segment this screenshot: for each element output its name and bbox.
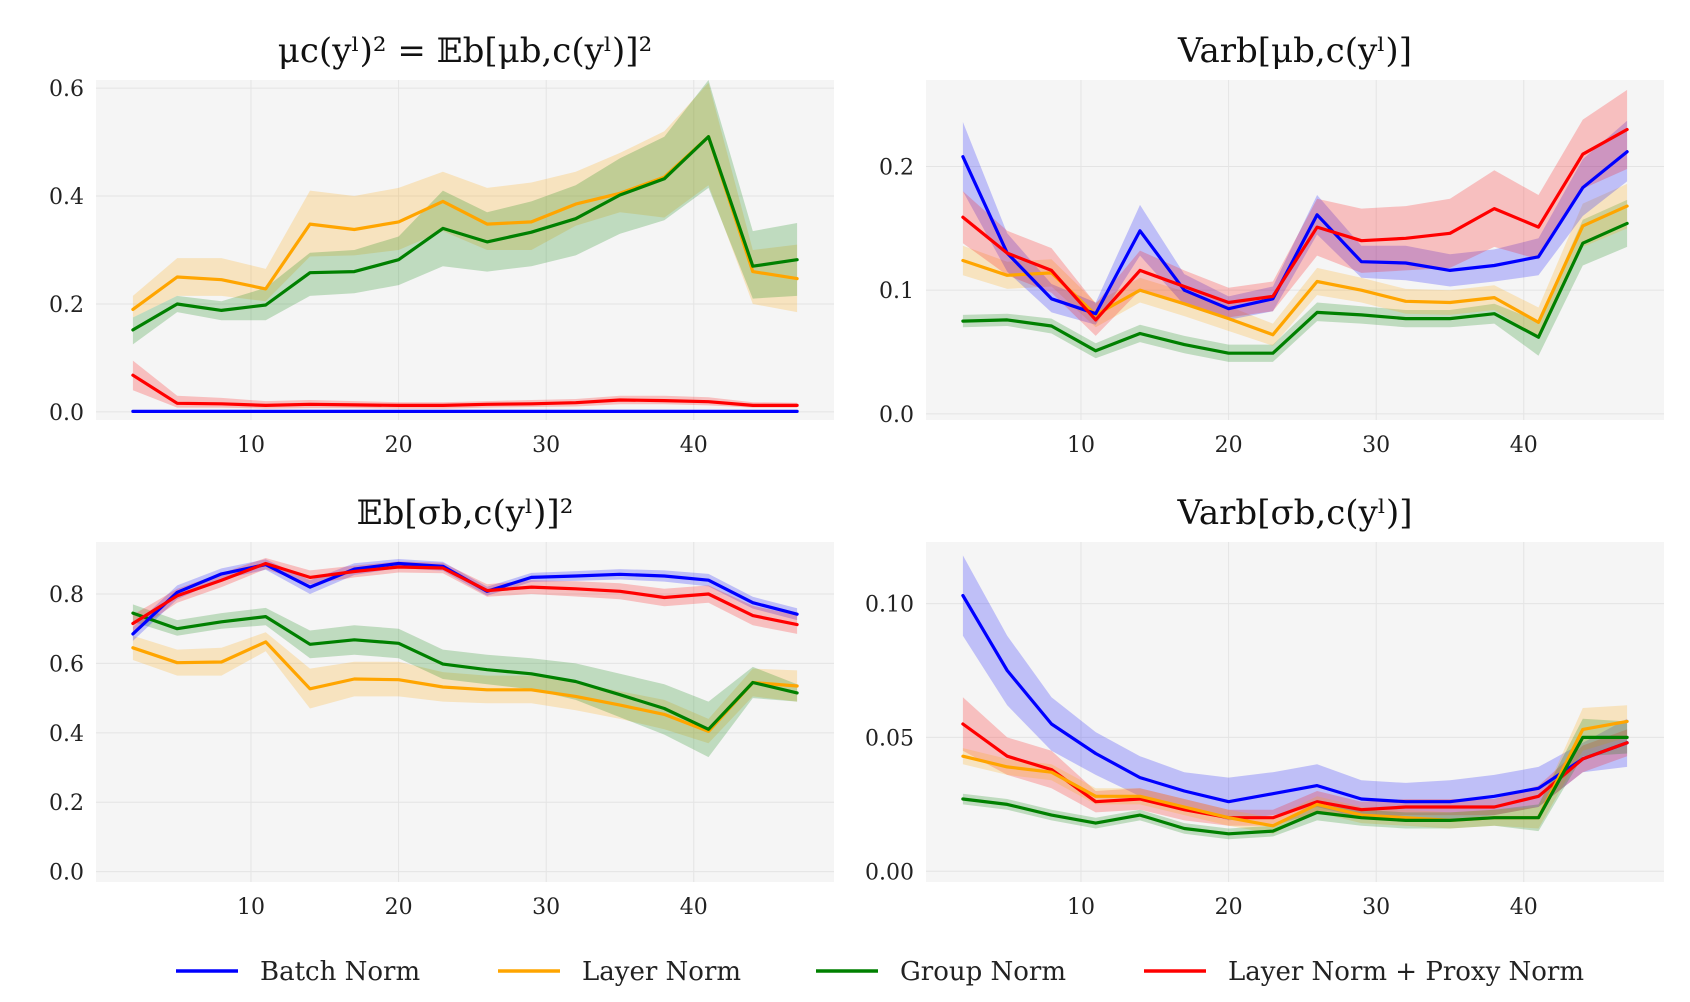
series-line-proxy-norm [131, 373, 799, 407]
y-tick-label: 0.0 [49, 861, 84, 886]
legend-item-batch-norm: Batch Norm [176, 957, 420, 987]
x-tick-label: 20 [385, 433, 413, 458]
y-ticks-4: 0.00 0.05 0.10 [865, 593, 914, 886]
confidence-band-batch-norm [962, 555, 1628, 821]
x-tick-label: 20 [385, 895, 413, 920]
confidence-band-layer-norm [132, 82, 798, 318]
legend-label-proxy-norm: Layer Norm + Proxy Norm [1228, 957, 1584, 987]
lines-1 [131, 135, 799, 413]
confidence-band-batch-norm [962, 120, 1628, 325]
confidence-band-proxy-norm [132, 558, 798, 634]
lines-4 [961, 593, 1629, 836]
x-tick-label: 30 [532, 895, 560, 920]
x-tick-label: 40 [1510, 433, 1538, 458]
x-tick-label: 10 [1067, 433, 1095, 458]
legend-label-batch-norm: Batch Norm [260, 957, 420, 987]
chart-title-4: Varb[σb,c(yˡ)] [1176, 493, 1412, 533]
chart-title-3: 𝔼b[σb,c(yˡ)]² [357, 493, 574, 533]
y-tick-label: 0.6 [49, 77, 84, 102]
series-line-proxy-norm [961, 127, 1629, 322]
x-tick-label: 40 [680, 433, 708, 458]
series-line-group-norm [961, 735, 1629, 836]
series-line-layer-norm [131, 640, 799, 734]
confidence-band-layer-norm [962, 705, 1628, 834]
series-line-proxy-norm [131, 561, 799, 627]
x-tick-label: 30 [1362, 895, 1390, 920]
y-tick-label: 0.0 [879, 403, 914, 428]
y-tick-label: 0.2 [49, 293, 84, 318]
y-ticks-3: 0.0 0.2 0.4 0.6 0.8 [49, 583, 84, 886]
x-ticks-1: 10 20 30 40 [237, 433, 708, 458]
plot-area-4 [926, 542, 1664, 882]
confidence-band-layer-norm [962, 183, 1628, 346]
legend-label-group-norm: Group Norm [900, 957, 1066, 987]
series-line-batch-norm [961, 593, 1629, 804]
grid-2 [926, 80, 1664, 420]
confidence-band-proxy-norm [962, 697, 1628, 826]
legend-item-proxy-norm: Layer Norm + Proxy Norm [1144, 957, 1584, 987]
y-tick-label: 0.2 [49, 791, 84, 816]
x-ticks-4: 10 20 30 40 [1067, 895, 1538, 920]
series-line-group-norm [961, 221, 1629, 355]
x-tick-label: 10 [1067, 895, 1095, 920]
confidence-band-group-norm [132, 604, 798, 758]
legend: Batch Norm Layer Norm Group Norm Layer N… [176, 957, 1584, 987]
lines-2 [961, 127, 1629, 355]
y-ticks-1: 0.0 0.2 0.4 0.6 [49, 77, 84, 426]
y-ticks-2: 0.0 0.1 0.2 [879, 156, 914, 428]
grid-4 [926, 542, 1664, 882]
series-line-batch-norm [961, 150, 1629, 316]
x-ticks-2: 10 20 30 40 [1067, 433, 1538, 458]
y-tick-label: 0.0 [49, 401, 84, 426]
plot-area-1 [96, 80, 834, 420]
confidence-band-proxy-norm [962, 89, 1628, 336]
legend-item-group-norm: Group Norm [816, 957, 1066, 987]
y-tick-label: 0.1 [879, 279, 914, 304]
confidence-band-proxy-norm [132, 360, 798, 409]
y-tick-label: 0.10 [865, 593, 914, 618]
y-tick-label: 0.05 [865, 726, 914, 751]
y-tick-label: 0.8 [49, 583, 84, 608]
y-tick-label: 0.6 [49, 652, 84, 677]
x-tick-label: 30 [1362, 433, 1390, 458]
x-tick-label: 40 [680, 895, 708, 920]
chart-panel-1: 0.0 0.2 0.4 0.6 10 20 30 40 μc(yˡ)² = 𝔼b[μb,c(… [49, 31, 834, 458]
x-ticks-3: 10 20 30 40 [237, 895, 708, 920]
x-tick-label: 20 [1215, 433, 1243, 458]
x-tick-label: 20 [1215, 895, 1243, 920]
series-line-group-norm [131, 611, 799, 731]
chart-panel-4: 0.00 0.05 0.10 10 20 30 40 Varb[σb,c(yˡ)] [865, 493, 1664, 920]
series-line-group-norm [131, 135, 799, 332]
bands-2 [962, 89, 1628, 362]
y-tick-label: 0.4 [49, 722, 84, 747]
y-tick-label: 0.2 [879, 156, 914, 181]
chart-title-2: Varb[μb,c(yˡ)] [1177, 31, 1412, 71]
grid-1 [96, 80, 834, 420]
chart-panel-2: 0.0 0.1 0.2 10 20 30 40 Varb[μb,c(yˡ)] [879, 31, 1664, 458]
x-tick-label: 30 [532, 433, 560, 458]
y-tick-label: 0.00 [865, 860, 914, 885]
chart-title-1: μc(yˡ)² = 𝔼b[μb,c(yˡ)]² [278, 31, 652, 71]
confidence-band-group-norm [962, 199, 1628, 362]
legend-item-layer-norm: Layer Norm [498, 957, 741, 987]
legend-label-layer-norm: Layer Norm [582, 957, 741, 987]
x-tick-label: 10 [237, 895, 265, 920]
y-tick-label: 0.4 [49, 185, 84, 210]
x-tick-label: 10 [237, 433, 265, 458]
lines-3 [131, 561, 799, 734]
plot-area-3 [96, 542, 834, 882]
chart-panel-3: 0.0 0.2 0.4 0.6 0.8 10 20 30 40 𝔼b[σb,c(yˡ)]² [49, 493, 834, 920]
x-tick-label: 40 [1510, 895, 1538, 920]
confidence-band-batch-norm [132, 559, 798, 641]
